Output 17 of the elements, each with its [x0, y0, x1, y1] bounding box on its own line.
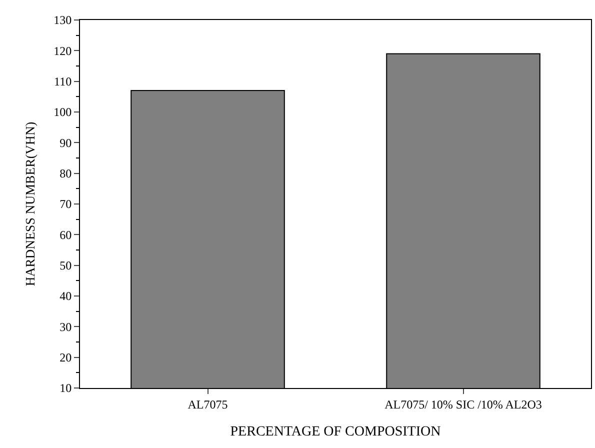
y-tick-label: 110 — [54, 74, 72, 89]
y-tick-label: 70 — [60, 197, 72, 212]
y-tick-label: 20 — [60, 350, 72, 365]
x-tick-label: AL7075/ 10% SIC /10% AL2O3 — [384, 397, 542, 412]
y-tick-label: 90 — [60, 136, 72, 150]
y-tick-label: 130 — [54, 13, 72, 28]
x-axis-title: PERCENTAGE OF COMPOSITION — [230, 424, 441, 440]
y-tick-label: 80 — [60, 166, 72, 181]
y-tick-label: 50 — [60, 258, 72, 273]
y-tick-label: 120 — [54, 44, 72, 58]
y-tick-label: 10 — [60, 381, 72, 396]
y-tick-label: 100 — [54, 105, 72, 120]
y-axis-title: HARDNESS NUMBER(VHN) — [22, 122, 38, 286]
y-tick-label: 30 — [60, 320, 72, 334]
y-tick-label: 60 — [60, 228, 72, 242]
x-tick-label: AL7075 — [188, 397, 228, 412]
y-tick-label: 40 — [60, 289, 72, 304]
